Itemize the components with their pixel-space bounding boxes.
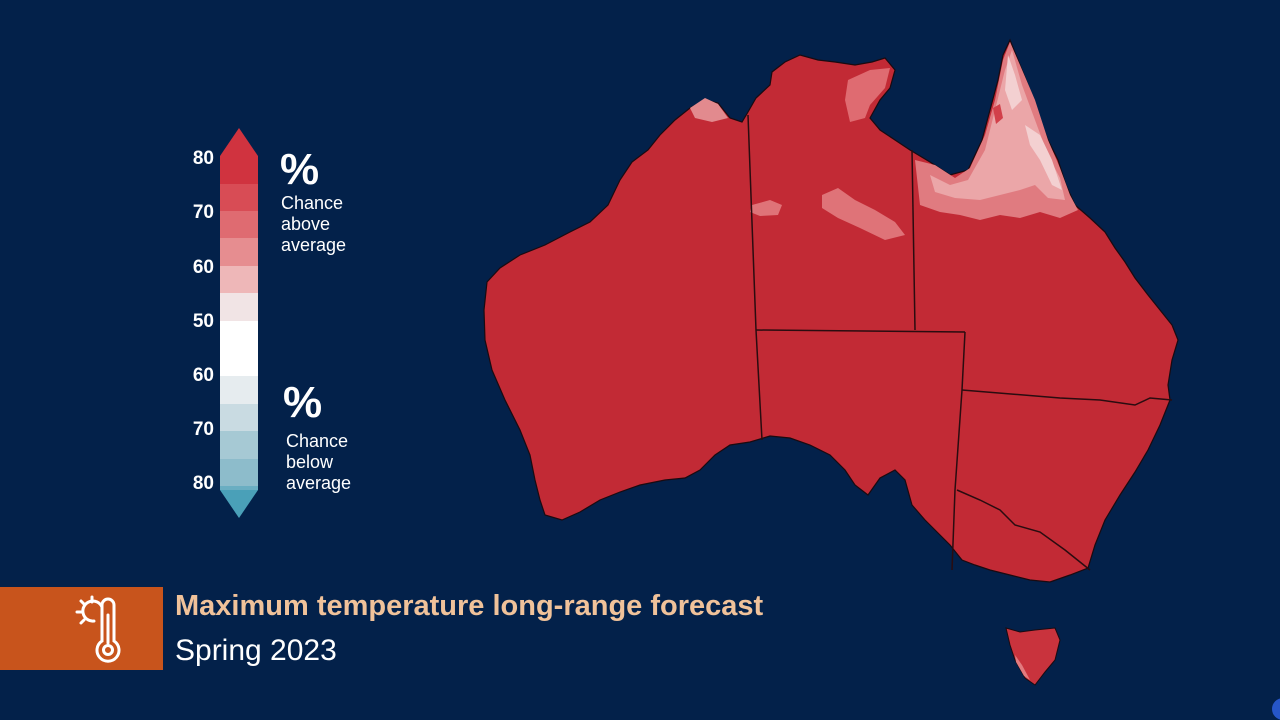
tick-80-below: 80 bbox=[192, 473, 214, 494]
mainland bbox=[483, 38, 1179, 583]
zone-top-end bbox=[845, 68, 890, 122]
above-caption-3: average bbox=[281, 235, 347, 255]
icon-banner bbox=[0, 587, 163, 670]
below-caption-2: below bbox=[286, 452, 334, 472]
state-borders bbox=[747, 114, 1173, 571]
above-caption-1: Chance bbox=[281, 193, 344, 213]
above-caption-2: above bbox=[281, 214, 331, 234]
below-caption-3: average bbox=[286, 473, 352, 493]
tick-70-above: 70 bbox=[192, 202, 214, 223]
tick-60-below: 60 bbox=[192, 365, 214, 386]
map-title: Maximum temperature long-range forecast bbox=[175, 590, 764, 622]
tick-70-below: 70 bbox=[192, 419, 214, 440]
tick-50: 50 bbox=[192, 311, 214, 332]
tick-80-above: 80 bbox=[192, 148, 214, 169]
zone-kimberley bbox=[690, 98, 728, 122]
zone-central-nt bbox=[822, 188, 905, 240]
map-subtitle: Spring 2023 bbox=[175, 634, 337, 667]
tick-60-above: 60 bbox=[192, 257, 214, 278]
tasmania bbox=[1005, 627, 1061, 686]
corner-indicator bbox=[1272, 698, 1280, 720]
legend: 80 70 60 50 60 70 80 % Chance above aver… bbox=[180, 128, 380, 518]
legend-color-bar bbox=[220, 128, 258, 518]
percent-above-symbol: % bbox=[280, 145, 320, 194]
sun-thermometer-icon bbox=[75, 595, 121, 663]
percent-below-symbol: % bbox=[283, 378, 323, 427]
below-caption-1: Chance bbox=[286, 431, 349, 451]
